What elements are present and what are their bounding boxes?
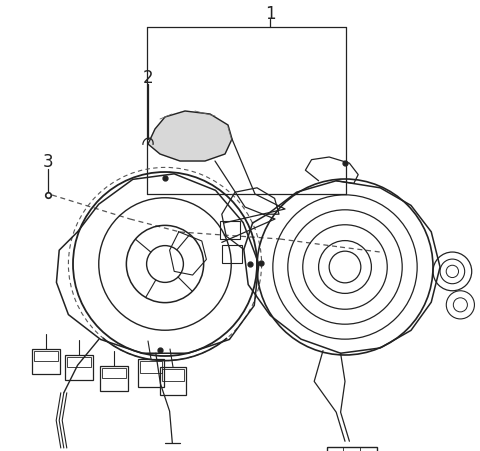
Bar [102,368,126,378]
Bar [34,351,58,361]
Bar [327,447,377,451]
Bar [222,245,242,263]
Text: 3: 3 [43,152,53,170]
Bar [162,369,184,381]
Bar [160,367,186,395]
Bar [67,357,91,367]
Bar [65,355,93,380]
Bar [32,349,60,374]
Bar [140,361,162,373]
Bar [138,359,164,387]
Bar [100,366,128,391]
Bar [220,222,240,240]
Text: 2: 2 [143,69,153,87]
Text: 1: 1 [264,5,276,23]
Polygon shape [148,112,232,161]
